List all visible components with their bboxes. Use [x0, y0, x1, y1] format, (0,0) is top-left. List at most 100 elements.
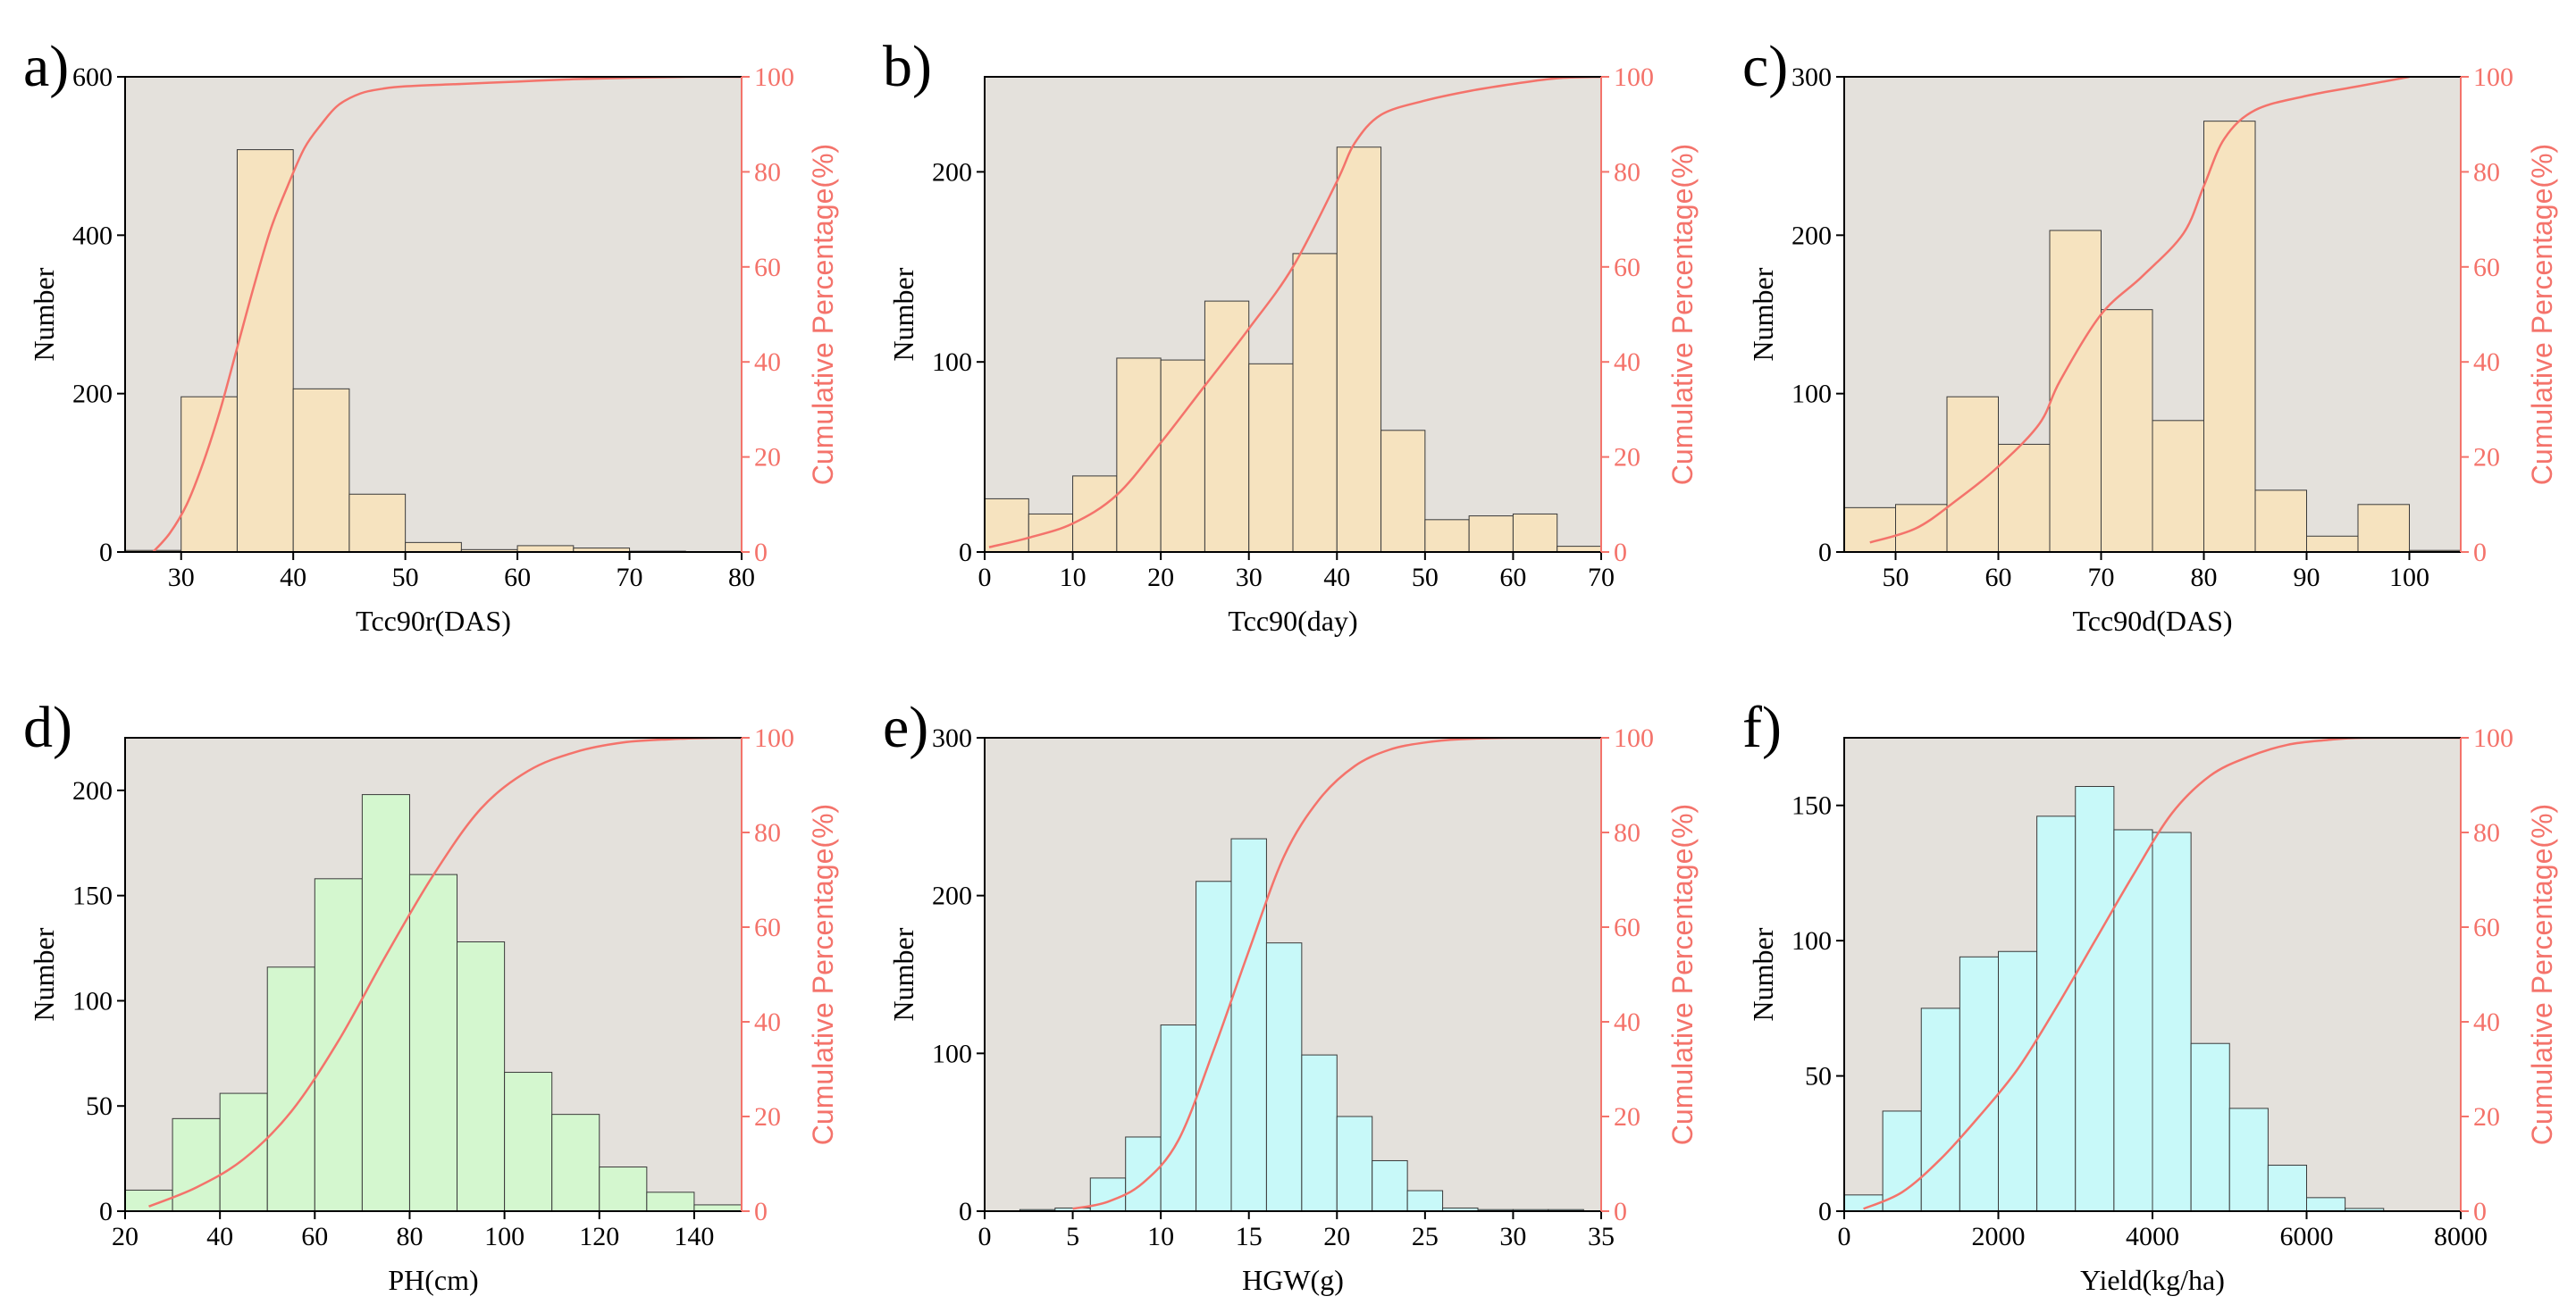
y2-tick-label: 100: [1614, 63, 1654, 92]
y2-tick-label: 0: [1614, 1197, 1627, 1226]
panel-label: d): [23, 695, 72, 760]
y-tick-label: 200: [932, 882, 972, 911]
x-tick-label: 35: [1588, 1222, 1615, 1251]
histogram-bar: [1895, 504, 1948, 552]
y2-tick-label: 80: [754, 818, 781, 848]
y-tick-label: 100: [932, 347, 972, 377]
x-tick-label: 70: [617, 563, 643, 592]
y2-tick-label: 40: [2473, 347, 2500, 377]
histogram-bar: [1424, 519, 1470, 552]
histogram-bar: [1336, 146, 1382, 552]
y-tick-label: 200: [932, 157, 972, 187]
histogram-bar: [2113, 829, 2153, 1211]
y-tick-label: 0: [959, 1197, 972, 1226]
histogram-bar: [516, 545, 575, 552]
y2-tick-label: 80: [2473, 157, 2500, 187]
x-tick-label: 6000: [2280, 1222, 2334, 1251]
histogram-bar: [236, 149, 294, 552]
x-tick-label: 30: [168, 563, 195, 592]
histogram-bar: [2345, 1208, 2385, 1211]
x-tick-label: 120: [579, 1222, 619, 1251]
y-tick-label: 50: [1805, 1062, 1832, 1091]
y-axis-title: Number: [887, 927, 919, 1021]
y-tick-label: 150: [1791, 791, 1832, 821]
histogram-bar: [405, 541, 462, 552]
x-tick-label: 60: [1985, 563, 2012, 592]
histogram-bar: [2267, 1165, 2307, 1211]
x-tick-label: 60: [301, 1222, 328, 1251]
y2-tick-label: 20: [2473, 1102, 2500, 1132]
y-axis-title: Number: [1747, 927, 1779, 1021]
y-tick-label: 400: [72, 221, 113, 250]
x-tick-label: 70: [2088, 563, 2115, 592]
y-tick-label: 200: [1791, 221, 1832, 250]
x-tick-label: 25: [1412, 1222, 1439, 1251]
histogram-bar: [292, 388, 350, 552]
y2-tick-label: 60: [754, 253, 781, 282]
y2-tick-label: 20: [1614, 443, 1640, 473]
histogram-panel-6: 0 2000 4000 6000 8000050100150020406080100Yi…: [1742, 695, 2558, 1296]
histogram-panel-3: 50 60 70 80 90 100 0 100 200 300 0 20 40 60 80 100 Tcc90…: [1742, 34, 2558, 637]
histogram-bar: [1406, 1190, 1444, 1211]
histogram-bar: [504, 1072, 553, 1211]
histogram-bar: [2357, 504, 2410, 552]
x-tick-label: 90: [2294, 563, 2320, 592]
y2-tick-label: 60: [1614, 913, 1640, 942]
histogram-bar: [1998, 443, 2051, 552]
x-tick-label: 80: [2191, 563, 2218, 592]
x-tick-label: 50: [1412, 563, 1439, 592]
y-tick-label: 0: [959, 538, 972, 567]
x-tick-label: 40: [1323, 563, 1350, 592]
y2-axis-title: Cumulative Percentage(%): [1666, 804, 1699, 1145]
histogram-bar: [2190, 1042, 2230, 1211]
y2-tick-label: 0: [2473, 1197, 2487, 1226]
histogram-bar: [219, 1092, 268, 1211]
y2-tick-label: 40: [754, 1008, 781, 1037]
y-tick-label: 100: [1791, 926, 1832, 956]
x-axis-title: PH(cm): [388, 1264, 478, 1296]
cumulative-percentage-line: [988, 77, 1601, 548]
x-tick-label: 2000: [1972, 1222, 2026, 1251]
panel-label: c): [1742, 34, 1788, 99]
histogram-bar: [1882, 1110, 1922, 1211]
x-tick-label: 50: [1883, 563, 1909, 592]
y-axis-title: Number: [1747, 267, 1779, 361]
y2-tick-label: 0: [754, 538, 768, 567]
x-tick-label: 40: [280, 563, 306, 592]
y2-tick-label: 60: [2473, 253, 2500, 282]
cumulative-percentage-line: [1863, 738, 2461, 1210]
panel-label: b): [883, 34, 932, 99]
x-tick-label: 30: [1236, 563, 1263, 592]
x-axis-title: HGW(g): [1242, 1264, 1344, 1296]
x-axis-title: Yield(kg/ha): [2080, 1264, 2225, 1296]
x-tick-label: 80: [728, 563, 755, 592]
histogram-bar: [693, 1204, 742, 1211]
x-tick-label: 60: [1499, 563, 1526, 592]
y2-tick-label: 40: [2473, 1008, 2500, 1037]
histogram-bar: [2075, 786, 2115, 1211]
y2-tick-label: 100: [2473, 63, 2513, 92]
histogram-bar: [1116, 357, 1162, 552]
x-tick-label: 20: [112, 1222, 138, 1251]
y2-tick-label: 20: [1614, 1102, 1640, 1132]
histogram-bar: [1920, 1008, 1960, 1211]
y2-tick-label: 20: [754, 1102, 781, 1132]
y2-tick-label: 80: [1614, 157, 1640, 187]
panel-label: a): [23, 34, 69, 99]
x-tick-label: 8000: [2434, 1222, 2488, 1251]
y2-tick-label: 60: [2473, 913, 2500, 942]
histogram-bar: [2036, 815, 2077, 1211]
x-tick-label: 0: [978, 563, 992, 592]
x-tick-label: 4000: [2126, 1222, 2179, 1251]
y-tick-label: 0: [99, 538, 113, 567]
y-tick-label: 150: [72, 882, 113, 911]
y-tick-label: 0: [1818, 538, 1832, 567]
y2-tick-label: 40: [754, 347, 781, 377]
y-axis-title: Number: [887, 267, 919, 361]
y-tick-label: 50: [86, 1091, 113, 1121]
panel-label: f): [1742, 695, 1782, 760]
y2-tick-label: 100: [754, 723, 794, 753]
histogram-bar: [2254, 489, 2307, 552]
histogram-bar: [1125, 1136, 1162, 1211]
